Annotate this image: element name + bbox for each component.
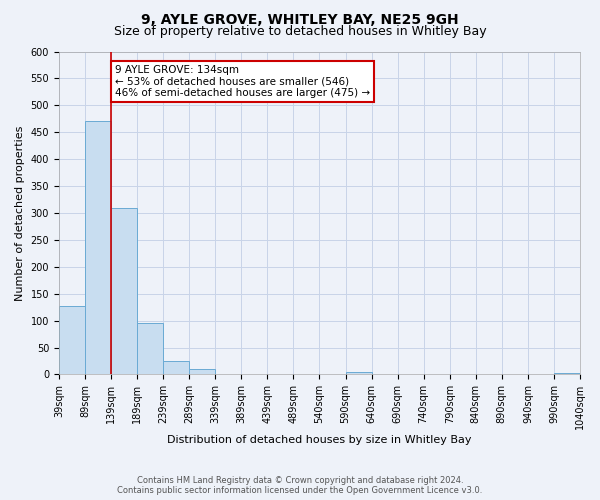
Text: 9, AYLE GROVE, WHITLEY BAY, NE25 9GH: 9, AYLE GROVE, WHITLEY BAY, NE25 9GH <box>141 12 459 26</box>
Bar <box>137 323 163 374</box>
Bar <box>85 122 111 374</box>
Bar <box>111 208 137 374</box>
Y-axis label: Number of detached properties: Number of detached properties <box>15 126 25 300</box>
Text: Size of property relative to detached houses in Whitley Bay: Size of property relative to detached ho… <box>113 25 487 38</box>
Text: Contains HM Land Registry data © Crown copyright and database right 2024.
Contai: Contains HM Land Registry data © Crown c… <box>118 476 482 495</box>
Bar <box>189 369 215 374</box>
Text: 9 AYLE GROVE: 134sqm
← 53% of detached houses are smaller (546)
46% of semi-deta: 9 AYLE GROVE: 134sqm ← 53% of detached h… <box>115 65 370 98</box>
Bar <box>346 372 371 374</box>
Bar <box>163 361 189 374</box>
Bar <box>554 373 580 374</box>
X-axis label: Distribution of detached houses by size in Whitley Bay: Distribution of detached houses by size … <box>167 435 472 445</box>
Bar <box>59 306 85 374</box>
